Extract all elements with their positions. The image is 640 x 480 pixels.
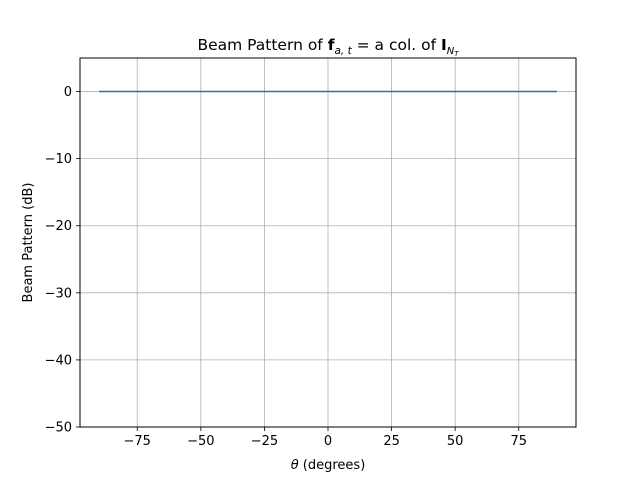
x-tick-label: −75 <box>124 434 151 449</box>
title-equals: = a col. of <box>352 36 441 54</box>
title-i-sub-subscript: T <box>454 50 459 58</box>
title-f-subscript: a, t <box>334 45 352 57</box>
x-axis-theta-symbol: θ <box>291 458 299 473</box>
x-tick-label: −50 <box>187 434 214 449</box>
x-tick-label: 25 <box>383 434 400 449</box>
x-tick-label: 75 <box>510 434 527 449</box>
y-tick-label: 0 <box>64 85 72 100</box>
title-i-symbol: I <box>441 36 447 54</box>
chart-title: Beam Pattern of fa, t = a col. of INT <box>197 36 459 58</box>
y-tick-label: −50 <box>45 421 72 436</box>
y-tick-label: −10 <box>45 152 72 167</box>
y-tick-label: −20 <box>45 219 72 234</box>
x-axis-label-text: (degrees) <box>299 458 366 473</box>
title-prefix: Beam Pattern of <box>197 36 327 54</box>
y-axis-ticks: 0 −10 −20 −30 −40 −50 <box>45 85 80 436</box>
y-tick-label: −30 <box>45 286 72 301</box>
x-tick-label: 0 <box>324 434 332 449</box>
x-tick-label: 50 <box>447 434 464 449</box>
x-tick-label: −25 <box>251 434 278 449</box>
y-axis-label: Beam Pattern (dB) <box>21 183 36 303</box>
title-i-subscript: N <box>447 46 455 57</box>
x-axis-label: θ (degrees) <box>291 458 366 473</box>
title-f-symbol: f <box>328 36 335 54</box>
y-tick-label: −40 <box>45 353 72 368</box>
x-axis-ticks: −75 −50 −25 0 25 50 75 <box>124 427 527 449</box>
